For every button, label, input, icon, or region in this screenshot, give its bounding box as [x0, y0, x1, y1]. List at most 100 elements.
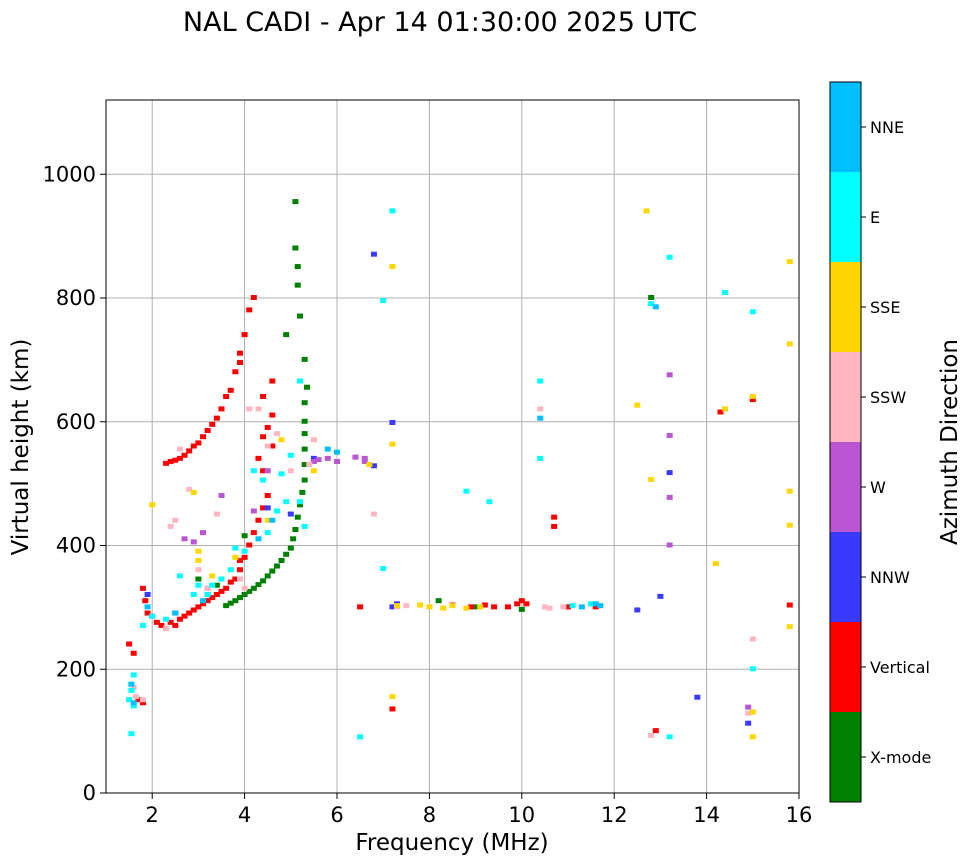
data-point: [294, 264, 301, 270]
data-point: [255, 455, 262, 461]
data-point: [246, 588, 253, 594]
data-point: [190, 443, 197, 449]
data-point: [648, 476, 655, 482]
data-point: [130, 700, 137, 706]
data-point: [467, 604, 474, 610]
data-point: [204, 592, 211, 597]
data-point: [380, 298, 387, 304]
data-point: [786, 602, 793, 608]
data-point: [389, 694, 396, 700]
data-point: [130, 650, 137, 656]
x-axis-label: Frequency (MHz): [355, 830, 548, 856]
colorbar-segment: [830, 352, 861, 442]
data-point: [241, 548, 248, 554]
data-point: [749, 734, 756, 740]
data-point: [250, 508, 257, 514]
data-point: [250, 295, 257, 300]
data-point: [163, 460, 170, 466]
data-point: [389, 706, 396, 712]
data-point: [315, 457, 322, 463]
x-tick-label: 2: [146, 803, 159, 827]
data-point: [303, 384, 310, 390]
grid-lines: [106, 100, 800, 794]
data-point: [236, 567, 243, 573]
series-nne: [128, 304, 659, 706]
data-point: [389, 208, 396, 214]
data-point: [592, 601, 599, 607]
data-point: [200, 434, 207, 440]
data-point: [440, 605, 447, 611]
data-point: [463, 605, 470, 611]
data-point: [310, 455, 317, 461]
data-point: [301, 418, 308, 424]
data-point: [236, 359, 243, 365]
data-point: [477, 604, 484, 610]
data-point: [717, 409, 724, 415]
data-point: [297, 502, 304, 508]
data-point: [142, 598, 149, 604]
data-point: [209, 421, 216, 427]
colorbar-segment: [830, 172, 861, 262]
data-point: [232, 598, 239, 604]
data-point: [786, 341, 793, 347]
data-point: [370, 251, 377, 257]
data-point: [260, 434, 267, 440]
data-point: [172, 457, 179, 463]
data-point: [163, 616, 170, 622]
data-point: [666, 734, 673, 740]
data-point: [370, 463, 377, 469]
data-point: [190, 607, 197, 613]
data-point: [648, 301, 655, 307]
data-point: [176, 616, 183, 622]
data-point: [181, 536, 188, 542]
x-tick-label: 8: [423, 803, 436, 827]
data-point: [144, 610, 151, 616]
data-point: [352, 454, 359, 460]
data-point: [260, 578, 267, 584]
series-nnw: [144, 251, 752, 726]
data-point: [301, 446, 308, 452]
data-point: [186, 610, 193, 616]
x-tick-label: 14: [693, 803, 720, 827]
data-point: [250, 468, 257, 474]
data-points: [126, 199, 793, 740]
data-point: [232, 545, 239, 551]
data-point: [301, 400, 308, 406]
data-point: [153, 619, 160, 625]
x-tick-label: 6: [330, 803, 343, 827]
data-point: [167, 458, 174, 464]
data-point: [546, 605, 553, 611]
data-point: [283, 332, 290, 338]
data-point: [648, 295, 655, 300]
data-point: [537, 378, 544, 384]
data-point: [241, 592, 248, 597]
data-point: [264, 505, 271, 511]
data-point: [246, 307, 253, 313]
data-point: [749, 709, 756, 715]
data-point: [463, 488, 470, 494]
y-tick-label: 200: [56, 657, 96, 681]
data-point: [643, 208, 650, 214]
data-point: [294, 282, 301, 288]
data-point: [301, 523, 308, 529]
data-point: [745, 704, 752, 710]
data-point: [241, 533, 248, 539]
data-point: [126, 641, 133, 647]
data-point: [394, 603, 401, 609]
data-point: [269, 517, 276, 523]
data-point: [269, 443, 276, 449]
data-point: [269, 568, 276, 574]
data-point: [213, 511, 220, 517]
data-point: [745, 720, 752, 726]
data-point: [749, 309, 756, 315]
data-point: [292, 245, 299, 251]
data-point: [301, 431, 308, 437]
data-point: [472, 604, 479, 610]
y-tick-label: 600: [56, 410, 96, 434]
data-point: [209, 573, 216, 579]
data-point: [260, 477, 267, 483]
colorbar-segment: [830, 82, 861, 172]
data-point: [745, 710, 752, 716]
data-point: [712, 561, 719, 567]
